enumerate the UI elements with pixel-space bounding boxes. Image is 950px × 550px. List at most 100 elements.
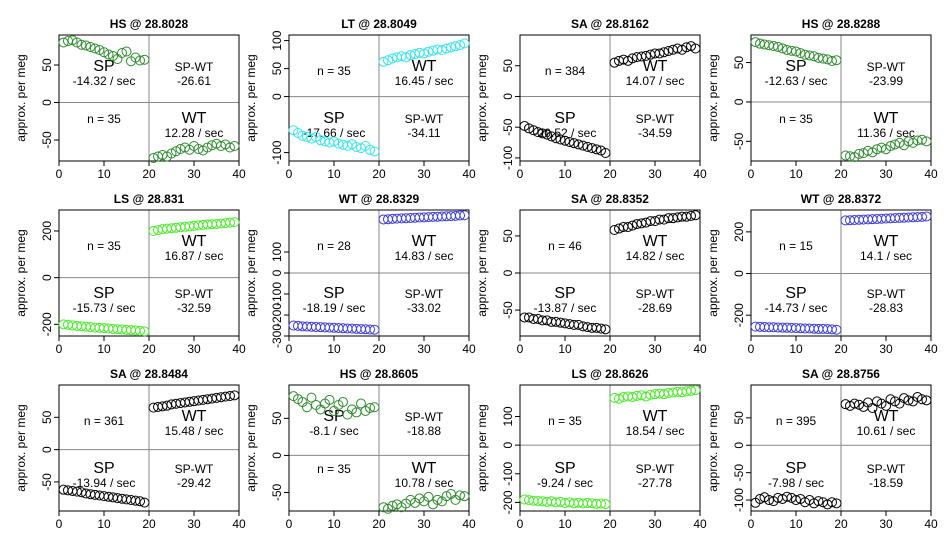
sp-point xyxy=(546,131,557,142)
wt-point xyxy=(423,491,434,502)
sp-point xyxy=(777,43,788,54)
y-tick-label: 50 xyxy=(732,56,746,70)
x-tick-label: 0 xyxy=(517,167,524,181)
sp-point xyxy=(791,495,801,506)
n-label: n = 35 xyxy=(779,112,813,126)
sp-point xyxy=(103,49,114,60)
y-tick-label: -200 xyxy=(501,490,515,514)
x-tick-label: 40 xyxy=(462,167,476,181)
sp-point xyxy=(831,324,842,335)
x-tick-label: 20 xyxy=(834,517,848,531)
sp-point xyxy=(94,45,105,55)
diff-value: -34.59 xyxy=(638,126,672,140)
sp-point xyxy=(139,54,150,65)
x-tick-label: 0 xyxy=(56,517,63,531)
x-tick-label: 30 xyxy=(417,517,431,531)
wt-point xyxy=(854,148,864,159)
wt-point xyxy=(459,210,470,221)
wt-point xyxy=(636,218,647,229)
wt-point xyxy=(459,491,470,502)
sp-point xyxy=(528,125,539,136)
y-tick-label: 50 xyxy=(40,410,54,424)
x-tick-label: 20 xyxy=(834,342,848,356)
wt-point xyxy=(627,220,638,231)
wt-point xyxy=(609,225,620,236)
x-tick-label: 30 xyxy=(187,167,201,181)
wt-point xyxy=(225,217,235,228)
diff-value: -33.02 xyxy=(407,301,441,315)
sp-point xyxy=(750,37,761,48)
wt-label: WT xyxy=(182,110,207,127)
y-tick-label: -50 xyxy=(40,131,54,149)
sp-label: SP xyxy=(785,460,806,477)
wt-point xyxy=(845,151,855,162)
y-tick-label: 50 xyxy=(501,59,515,73)
n-label: n = 384 xyxy=(545,64,586,78)
sp-label: SP xyxy=(785,285,806,302)
wt-label: WT xyxy=(874,408,899,425)
y-tick-label: 0 xyxy=(270,93,284,100)
diff-label: SP-WT xyxy=(405,287,444,301)
wt-point xyxy=(378,56,389,67)
wt-label: WT xyxy=(412,460,437,477)
wt-point xyxy=(912,392,923,403)
n-label: n = 35 xyxy=(548,414,582,428)
wt-label: WT xyxy=(643,58,668,75)
sp-point xyxy=(121,46,132,57)
x-tick-label: 40 xyxy=(693,342,707,356)
sp-point xyxy=(600,324,611,335)
x-tick-label: 30 xyxy=(648,167,662,181)
x-tick-label: 30 xyxy=(187,517,201,531)
y-axis-label: approx. per meg xyxy=(244,404,258,491)
wt-point xyxy=(229,390,240,401)
sp-label: SP xyxy=(323,110,344,127)
x-tick-label: 30 xyxy=(417,167,431,181)
n-label: n = 35 xyxy=(87,239,121,253)
sp-label: SP xyxy=(323,285,344,302)
x-tick-label: 10 xyxy=(558,167,572,181)
sp-point xyxy=(542,129,552,140)
y-tick-label: 0 xyxy=(501,269,515,276)
wt-point xyxy=(872,396,882,407)
sp-point xyxy=(81,40,91,51)
wt-point xyxy=(903,395,914,406)
wt-point xyxy=(202,142,213,153)
x-tick-label: 40 xyxy=(693,167,707,181)
wt-point xyxy=(623,222,633,233)
y-axis-label: approx. per meg xyxy=(244,229,258,316)
x-tick-label: 10 xyxy=(558,517,572,531)
sp-point xyxy=(555,134,566,145)
wt-point xyxy=(450,41,461,52)
y-axis-label: approx. per meg xyxy=(14,229,28,316)
wt-point xyxy=(686,385,696,396)
sp-label: SP xyxy=(93,58,114,75)
sp-point xyxy=(356,398,366,409)
y-tick-label: 100 xyxy=(501,406,515,426)
y-tick-label: -50 xyxy=(732,464,746,482)
diff-value: -18.88 xyxy=(407,424,441,438)
sp-point xyxy=(90,43,100,54)
sp-point xyxy=(582,141,593,152)
y-tick-label: -50 xyxy=(732,132,746,150)
n-label: n = 46 xyxy=(548,239,582,253)
sp-point xyxy=(365,324,375,335)
wt-point xyxy=(423,46,434,57)
sp-rate: -13.87 / sec xyxy=(534,301,597,315)
sp-point xyxy=(560,135,570,146)
diff-value: -32.59 xyxy=(177,301,211,315)
wt-point xyxy=(686,210,696,221)
panel-title: SA @ 28.8162 xyxy=(571,17,649,31)
diff-label: SP-WT xyxy=(636,112,675,126)
n-label: n = 28 xyxy=(317,239,351,253)
wt-point xyxy=(641,50,651,61)
panel-title: WT @ 28.8329 xyxy=(339,192,420,206)
sp-rate: -8.1 / sec xyxy=(309,424,358,438)
sp-label: SP xyxy=(785,58,806,75)
sp-point xyxy=(596,323,606,334)
x-tick-label: 10 xyxy=(789,342,803,356)
wt-label: WT xyxy=(412,58,437,75)
wt-point xyxy=(401,52,411,63)
panel-title: HS @ 28.8605 xyxy=(340,367,419,381)
wt-point xyxy=(225,390,235,401)
